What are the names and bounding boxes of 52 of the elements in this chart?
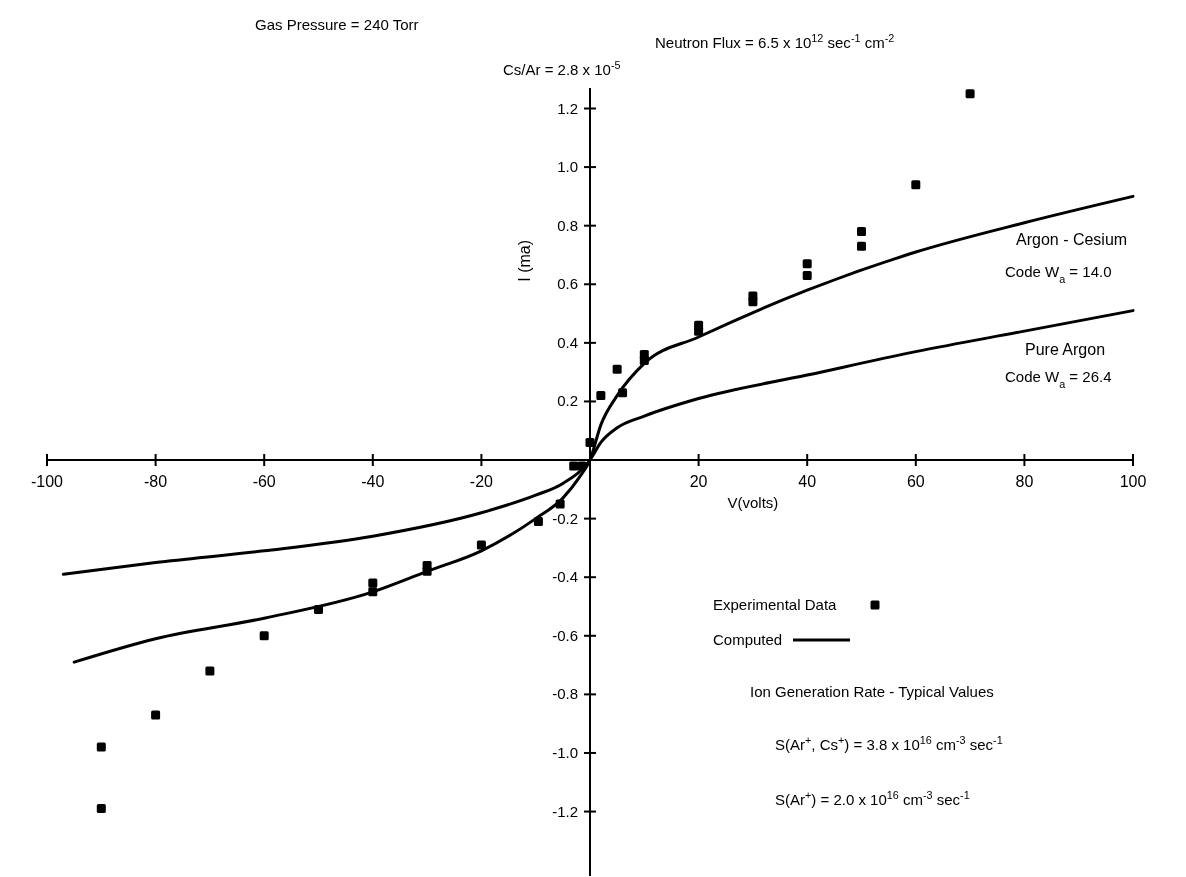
point (612, 364, 622, 374)
point (965, 89, 975, 99)
series-label: Pure Argon (1025, 341, 1106, 358)
x-tick-label: -80 (144, 473, 168, 491)
y-tick-label: -1.2 (552, 802, 578, 820)
y-tick-label: 0.6 (557, 275, 578, 293)
text: Neutron Flux = 6.5 x 10$^{12}$ sec$^{-1}$ cm$^{-2}$ (655, 32, 895, 51)
y-tick-label: 0.2 (557, 392, 578, 410)
point (259, 631, 269, 641)
y-tick-label: -0.2 (552, 509, 578, 527)
x-tick-label: 100 (1119, 473, 1147, 491)
x-tick-label: -40 (361, 473, 385, 491)
annotation: S(Ar$^{+}$) = 2.0 x 10$^{16}$ cm$^{-3}$ sec$^{-1}$ (775, 789, 970, 808)
y-tick-label: 1.0 (557, 158, 578, 176)
point (96, 742, 106, 752)
x-tick-label: 20 (689, 473, 708, 491)
point (857, 227, 866, 237)
text: Cs/Ar = 2.8 x 10$^{-5}$ (503, 59, 621, 78)
x-tick-label: 40 (798, 473, 817, 491)
legend-label: Experimental Data (713, 596, 838, 613)
x-tick-label: 60 (906, 473, 925, 491)
annotation: Ion Generation Rate - Typical Values (750, 683, 994, 700)
point (151, 710, 161, 720)
annotation: Code W$_{a}$ = 14.0 (1005, 263, 1112, 285)
y-tick-label: 0.4 (557, 333, 578, 351)
y-tick-label: -0.6 (552, 626, 578, 644)
point (857, 241, 866, 251)
point (569, 461, 579, 471)
y-axis-title: I (ma) (516, 239, 533, 282)
point (748, 297, 758, 307)
point (911, 180, 921, 190)
point (96, 804, 106, 814)
point (205, 666, 215, 676)
x-tick-label: -100 (30, 473, 64, 491)
series-label: Argon - Cesium (1016, 231, 1128, 248)
y-tick-label: -1.0 (552, 743, 578, 761)
point (476, 540, 486, 550)
x-tick-label: 80 (1015, 473, 1034, 491)
y-tick-label: -0.8 (552, 685, 578, 703)
text: S(Ar$^{+}$, Cs$^{+}$) = 3.8 x 10$^{16}$ cm$^{-3}$ sec$^{-1}$ (775, 734, 1003, 753)
point (802, 259, 812, 269)
y-tick-label: 1.2 (557, 99, 578, 117)
x-tick-label: -20 (469, 473, 494, 491)
x-axis-title: V(volts) (727, 494, 779, 512)
y-tick-label: 0.8 (557, 216, 578, 234)
annotation: Computed (713, 631, 783, 648)
point (802, 270, 812, 280)
x-tick-label: -60 (252, 473, 276, 491)
annotation: Code W$_{a}$ = 26.4 (1005, 368, 1112, 390)
text: Gas Pressure = 240 Torr (255, 16, 419, 33)
point (596, 391, 606, 401)
y-tick-label: -0.4 (552, 568, 578, 586)
